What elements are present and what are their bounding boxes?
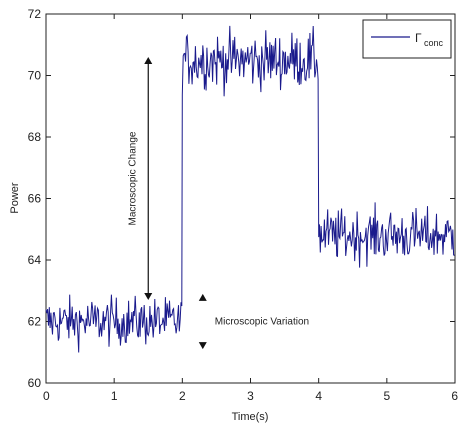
legend-symbol: Γ	[415, 31, 422, 45]
macroscopic-arrowhead-bottom	[144, 292, 153, 300]
microscopic-arrowhead-bottom	[198, 342, 207, 350]
y-tick-label: 72	[28, 7, 42, 21]
x-tick-label: 0	[43, 389, 50, 403]
y-axis-label: Power	[9, 182, 21, 214]
legend-subscript: conc	[424, 38, 444, 48]
y-tick-label: 68	[28, 130, 42, 144]
x-axis-label: Time(s)	[232, 411, 269, 423]
x-tick-label: 4	[315, 389, 322, 403]
annotations: Macroscopic Change Microscopic Variation	[127, 57, 309, 350]
plot-area	[45, 13, 456, 384]
y-tick-label: 70	[28, 69, 42, 83]
x-tick-label: 1	[111, 389, 118, 403]
series-line	[45, 25, 455, 353]
macroscopic-change-label: Macroscopic Change	[127, 131, 138, 225]
x-tick-label: 3	[247, 389, 254, 403]
y-axis: 60 62 64 66 68 70 72	[28, 7, 455, 390]
legend: Γ conc	[362, 19, 452, 59]
x-axis: 0 1 2 3 4 5 6	[43, 14, 458, 403]
x-tick-label: 6	[451, 389, 458, 403]
macroscopic-arrowhead-top	[144, 57, 153, 65]
x-tick-label: 2	[179, 389, 186, 403]
y-tick-label: 60	[28, 376, 42, 390]
microscopic-variation-label: Microscopic Variation	[215, 317, 309, 328]
y-tick-label: 64	[28, 253, 42, 267]
y-tick-label: 66	[28, 192, 42, 206]
microscopic-arrowhead-top	[198, 293, 207, 301]
x-tick-label: 5	[383, 389, 390, 403]
legend-box	[362, 19, 452, 59]
y-tick-label: 62	[28, 315, 42, 329]
series-lines	[45, 25, 455, 353]
